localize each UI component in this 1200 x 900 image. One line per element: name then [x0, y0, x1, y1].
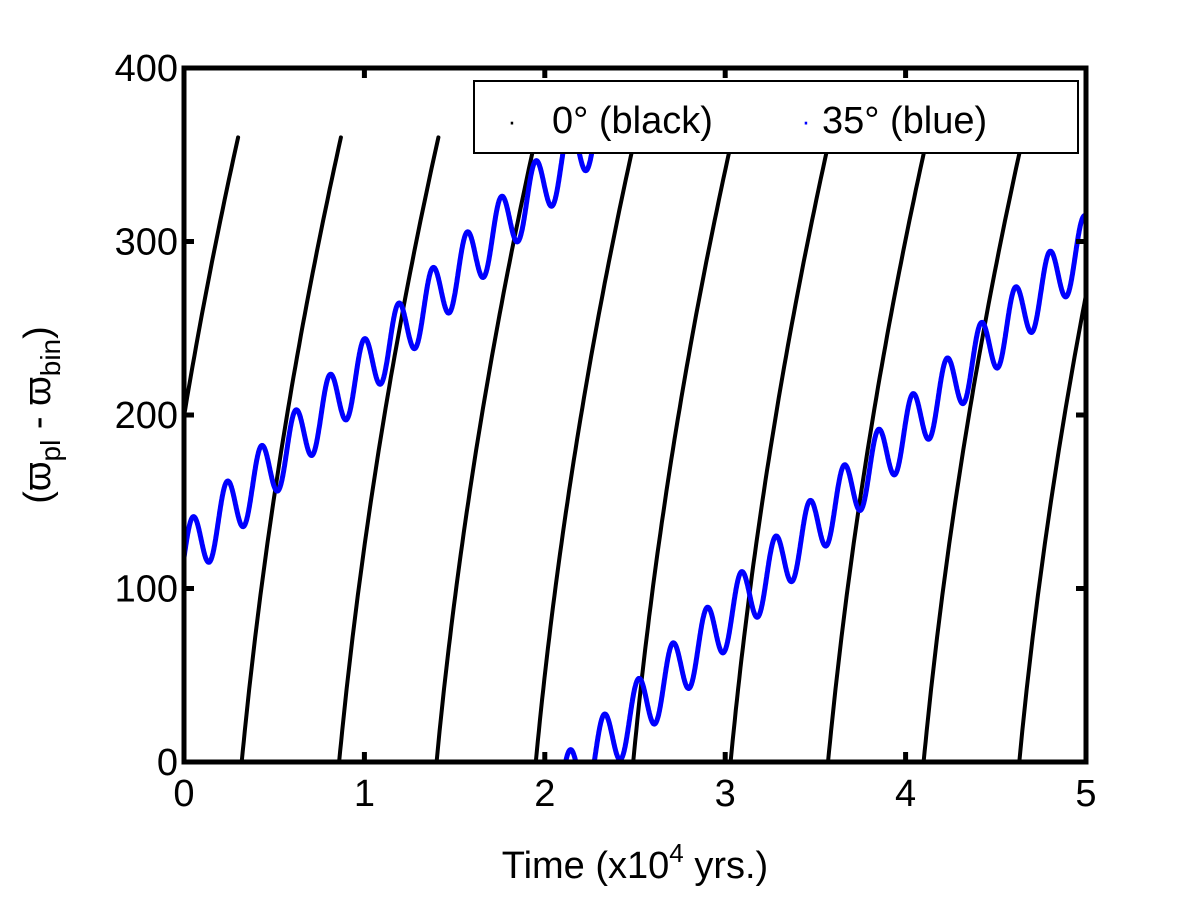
x-tick-label-3: 3 [715, 773, 736, 815]
series-1-segment-1 [563, 747, 578, 762]
x-tick-label-1: 1 [354, 773, 375, 815]
legend-marker-blue: · [802, 106, 811, 136]
tick-layer: 0 1 2 3 4 5 0 100 200 300 400 [115, 48, 1097, 815]
series-0-branch-0 [184, 135, 241, 429]
series-0-branch-1 [239, 135, 343, 762]
x-axis-label-main: Time (x10 [502, 845, 670, 887]
series-layer [184, 135, 1086, 762]
y-axis-label-sub-pl: pl [35, 440, 66, 462]
y-axis-label-symbol-pl: ϖ [17, 461, 59, 491]
y-tick-label-0: 0 [157, 742, 178, 784]
legend-label-black: 0° (black) [552, 100, 713, 142]
y-tick-label-2: 200 [115, 395, 178, 437]
x-tick-label-5: 5 [1075, 773, 1096, 815]
legend-label-blue: 35° (blue) [822, 100, 987, 142]
series-0-branch-8 [921, 135, 1025, 762]
y-tick-label-4: 400 [115, 48, 178, 90]
y-tick-label-3: 300 [115, 222, 178, 264]
x-axis-label-exponent: 4 [669, 838, 683, 868]
x-tick-label-0: 0 [173, 773, 194, 815]
series-0-branch-2 [337, 135, 441, 762]
x-axis-label: Time (x104 yrs.) [502, 838, 768, 887]
y-axis-label-symbol-bin: ϖ [17, 376, 59, 406]
series-1-segment-3 [591, 213, 1086, 762]
x-tick-label-4: 4 [895, 773, 916, 815]
series-0-branch-5 [631, 135, 735, 762]
series-0-branch-6 [728, 135, 832, 762]
series-0-branch-7 [826, 135, 930, 762]
legend-box [473, 80, 1079, 154]
y-axis-label-sub-bin: bin [35, 339, 66, 376]
series-0-branch-9 [1017, 283, 1086, 762]
y-axis-label-close: ) [17, 326, 59, 339]
y-axis-label-minus: - [17, 406, 59, 440]
y-tick-label-1: 100 [115, 569, 178, 611]
legend: · 0° (black) · 35° (blue) [473, 80, 1079, 154]
series-1-segment-0 [184, 135, 568, 565]
x-tick-label-2: 2 [534, 773, 555, 815]
legend-marker-black: · [508, 106, 517, 136]
y-axis-label: (ϖpl - ϖbin) [17, 326, 66, 504]
y-axis-label-open: ( [17, 491, 59, 504]
series-0-branch-4 [533, 135, 637, 762]
x-axis-label-suffix: yrs.) [684, 845, 768, 887]
